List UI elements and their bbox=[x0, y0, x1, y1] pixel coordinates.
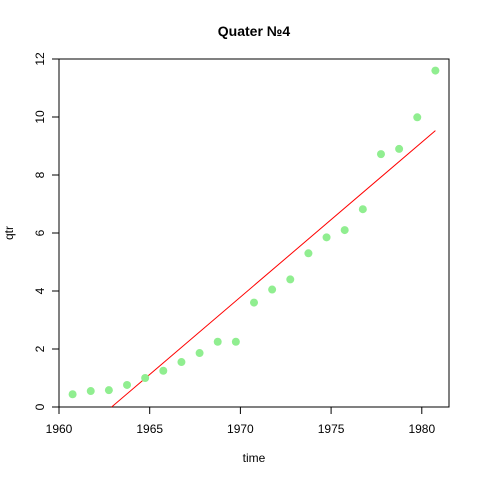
y-tick-label: 2 bbox=[33, 345, 47, 352]
y-tick-label: 12 bbox=[33, 52, 47, 66]
data-point bbox=[159, 366, 168, 375]
x-axis: 1960 1965 1970 1975 1980 bbox=[46, 407, 435, 436]
data-point bbox=[86, 387, 95, 396]
trend-line-group bbox=[111, 130, 436, 408]
data-point bbox=[141, 374, 150, 382]
x-tick-label: 1960 bbox=[46, 422, 73, 436]
y-axis: 0 2 4 6 8 10 12 bbox=[33, 52, 59, 410]
y-tick-label: 0 bbox=[33, 403, 47, 410]
data-point bbox=[177, 358, 186, 367]
x-tick-label: 1970 bbox=[227, 422, 254, 436]
chart-title: Quater №4 bbox=[218, 23, 291, 39]
data-point bbox=[104, 386, 113, 395]
data-points bbox=[68, 66, 440, 399]
x-tick-label: 1975 bbox=[318, 422, 345, 436]
data-point bbox=[250, 298, 258, 307]
data-point bbox=[304, 249, 313, 258]
data-point bbox=[340, 226, 349, 235]
trend-line bbox=[111, 130, 436, 408]
plot-area-frame bbox=[58, 58, 450, 408]
y-axis-label: qtr bbox=[2, 226, 16, 240]
data-point bbox=[322, 233, 331, 242]
y-tick-label: 6 bbox=[33, 229, 47, 236]
x-tick-label: 1965 bbox=[136, 422, 163, 436]
y-tick-label: 4 bbox=[33, 287, 47, 294]
data-point bbox=[268, 285, 277, 294]
data-point bbox=[231, 337, 240, 346]
x-tick-label: 1980 bbox=[408, 422, 435, 436]
data-point bbox=[286, 275, 295, 284]
y-tick-label: 8 bbox=[33, 171, 47, 178]
data-point bbox=[413, 113, 422, 122]
data-point bbox=[431, 66, 440, 75]
data-point bbox=[358, 205, 367, 214]
y-tick-label: 10 bbox=[33, 110, 47, 124]
data-point bbox=[213, 337, 222, 346]
data-point bbox=[123, 380, 132, 389]
data-point bbox=[68, 390, 77, 399]
x-axis-label: time bbox=[243, 451, 266, 465]
data-point bbox=[376, 150, 385, 159]
data-point bbox=[195, 349, 204, 358]
data-point bbox=[395, 144, 404, 153]
